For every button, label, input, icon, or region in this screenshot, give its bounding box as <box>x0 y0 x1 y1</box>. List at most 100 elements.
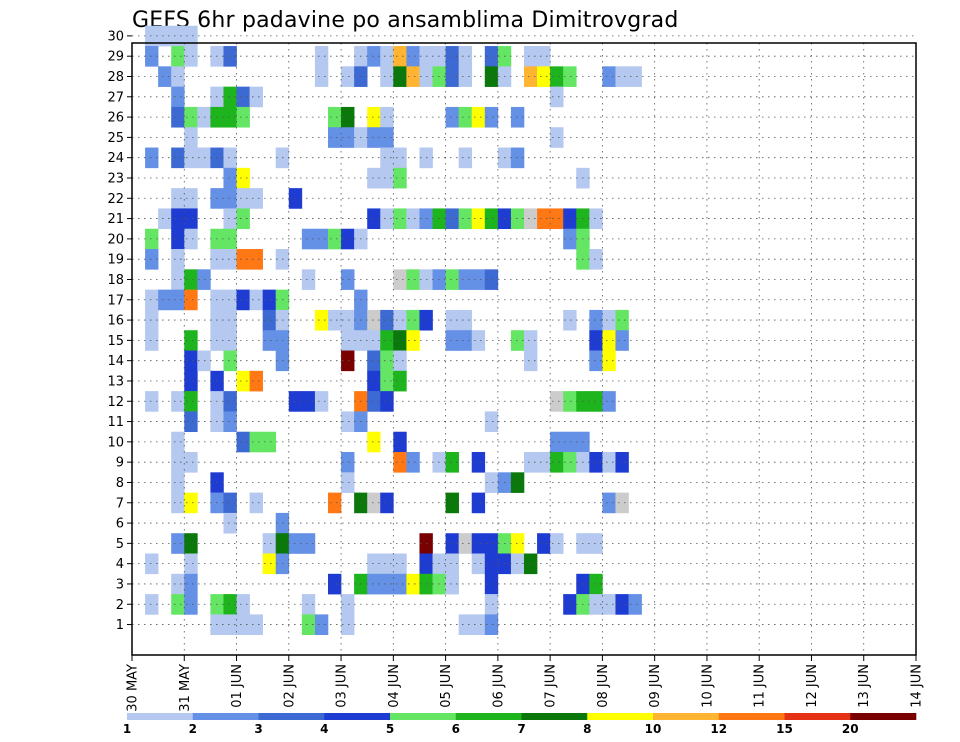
precip-cell <box>314 614 329 635</box>
precip-cell <box>602 492 616 514</box>
precip-cell <box>563 594 577 615</box>
y-tick-label: 17 <box>107 293 124 308</box>
precip-cell <box>380 66 394 87</box>
precip-cell <box>406 309 420 331</box>
precip-cell <box>262 533 277 554</box>
precip-cell <box>328 573 342 595</box>
precip-cell <box>615 66 629 87</box>
y-tick-label: 7 <box>116 496 124 511</box>
precip-cell <box>249 431 263 453</box>
precip-cell <box>471 553 486 575</box>
precip-cell <box>393 350 407 372</box>
precip-cell <box>171 25 185 47</box>
precip-cell <box>445 492 459 514</box>
precip-cell <box>171 573 185 595</box>
colorbar-label: 1 <box>123 722 131 736</box>
precip-cell <box>510 106 525 128</box>
colorbar-label: 12 <box>710 722 727 736</box>
precip-cell <box>249 249 263 270</box>
precip-cell <box>236 431 250 453</box>
y-tick-label: 9 <box>116 456 124 471</box>
colorbar-swatch <box>455 713 522 720</box>
precip-cell <box>393 452 407 473</box>
precip-cell <box>524 330 538 351</box>
precip-cell <box>458 330 473 351</box>
x-tick-label: 09 JUN <box>648 664 663 708</box>
precip-cell <box>393 370 407 392</box>
precip-cell <box>262 553 277 575</box>
precip-cell <box>184 106 198 128</box>
x-tick-label: 30 MAY <box>126 664 141 712</box>
precip-cell <box>510 472 525 493</box>
y-tick-label: 3 <box>116 577 124 592</box>
precip-cell <box>589 208 603 230</box>
precip-cell <box>184 147 198 169</box>
precip-cell <box>145 309 159 331</box>
precip-cell <box>380 106 394 128</box>
precip-cell <box>589 330 603 351</box>
precip-cell <box>602 309 616 331</box>
precip-cell <box>524 553 538 575</box>
precip-cell <box>184 553 198 575</box>
x-tick-label: 01 JUN <box>230 664 245 708</box>
y-tick-label: 12 <box>107 395 124 410</box>
colorbar-label: 5 <box>386 722 394 736</box>
colorbar-swatch <box>718 713 785 720</box>
precip-cell <box>158 25 172 47</box>
y-tick-label: 27 <box>107 90 124 105</box>
precip-cell <box>184 533 198 554</box>
colorbar-label: 7 <box>517 722 525 736</box>
precip-cell <box>328 309 342 331</box>
precip-cell <box>328 228 342 250</box>
precip-cell <box>380 309 394 331</box>
precip-cell <box>445 330 459 351</box>
precip-cell <box>223 594 237 615</box>
precip-cell <box>471 452 486 473</box>
precip-cell <box>184 228 198 250</box>
precip-cell <box>445 309 459 331</box>
y-tick-label: 5 <box>116 537 124 552</box>
precip-cell <box>602 66 616 87</box>
precip-cell <box>602 452 616 473</box>
precip-cell <box>484 46 499 67</box>
precip-cell <box>471 106 486 128</box>
precip-cell <box>615 594 629 615</box>
precip-cell <box>341 614 355 635</box>
precip-cell <box>393 553 407 575</box>
colorbar-swatch <box>127 713 194 720</box>
precip-cell <box>484 472 499 493</box>
precip-cell <box>380 208 394 230</box>
precip-cell <box>537 46 551 67</box>
precip-cell <box>171 106 185 128</box>
precip-cell <box>223 350 237 372</box>
precip-cell <box>171 391 185 412</box>
precip-cell <box>589 391 603 412</box>
precip-cell <box>510 330 525 351</box>
precip-cell <box>249 614 263 635</box>
precip-cell <box>223 106 237 128</box>
precip-cell <box>341 350 355 372</box>
precip-cell <box>341 594 355 615</box>
precip-cell <box>236 208 250 230</box>
precip-cell <box>563 391 577 412</box>
precip-cell <box>158 208 172 230</box>
precip-cell <box>145 330 159 351</box>
y-tick-label: 15 <box>107 334 124 349</box>
precip-cell <box>314 309 329 331</box>
colorbar-label: 3 <box>254 722 262 736</box>
precip-cell <box>484 208 499 230</box>
colorbar-swatch <box>521 713 588 720</box>
x-tick-label: 14 JUN <box>910 664 925 708</box>
colorbar-label: 2 <box>189 722 197 736</box>
precip-cell <box>458 66 473 87</box>
precip-cell <box>223 289 237 311</box>
precip-cell <box>406 46 420 67</box>
precip-cell <box>341 452 355 473</box>
precip-cell <box>367 553 381 575</box>
precip-cell <box>145 553 159 575</box>
precip-cell <box>445 269 459 290</box>
precip-cell <box>537 208 551 230</box>
precip-cell <box>615 330 629 351</box>
x-tick-label: 31 MAY <box>178 664 193 712</box>
